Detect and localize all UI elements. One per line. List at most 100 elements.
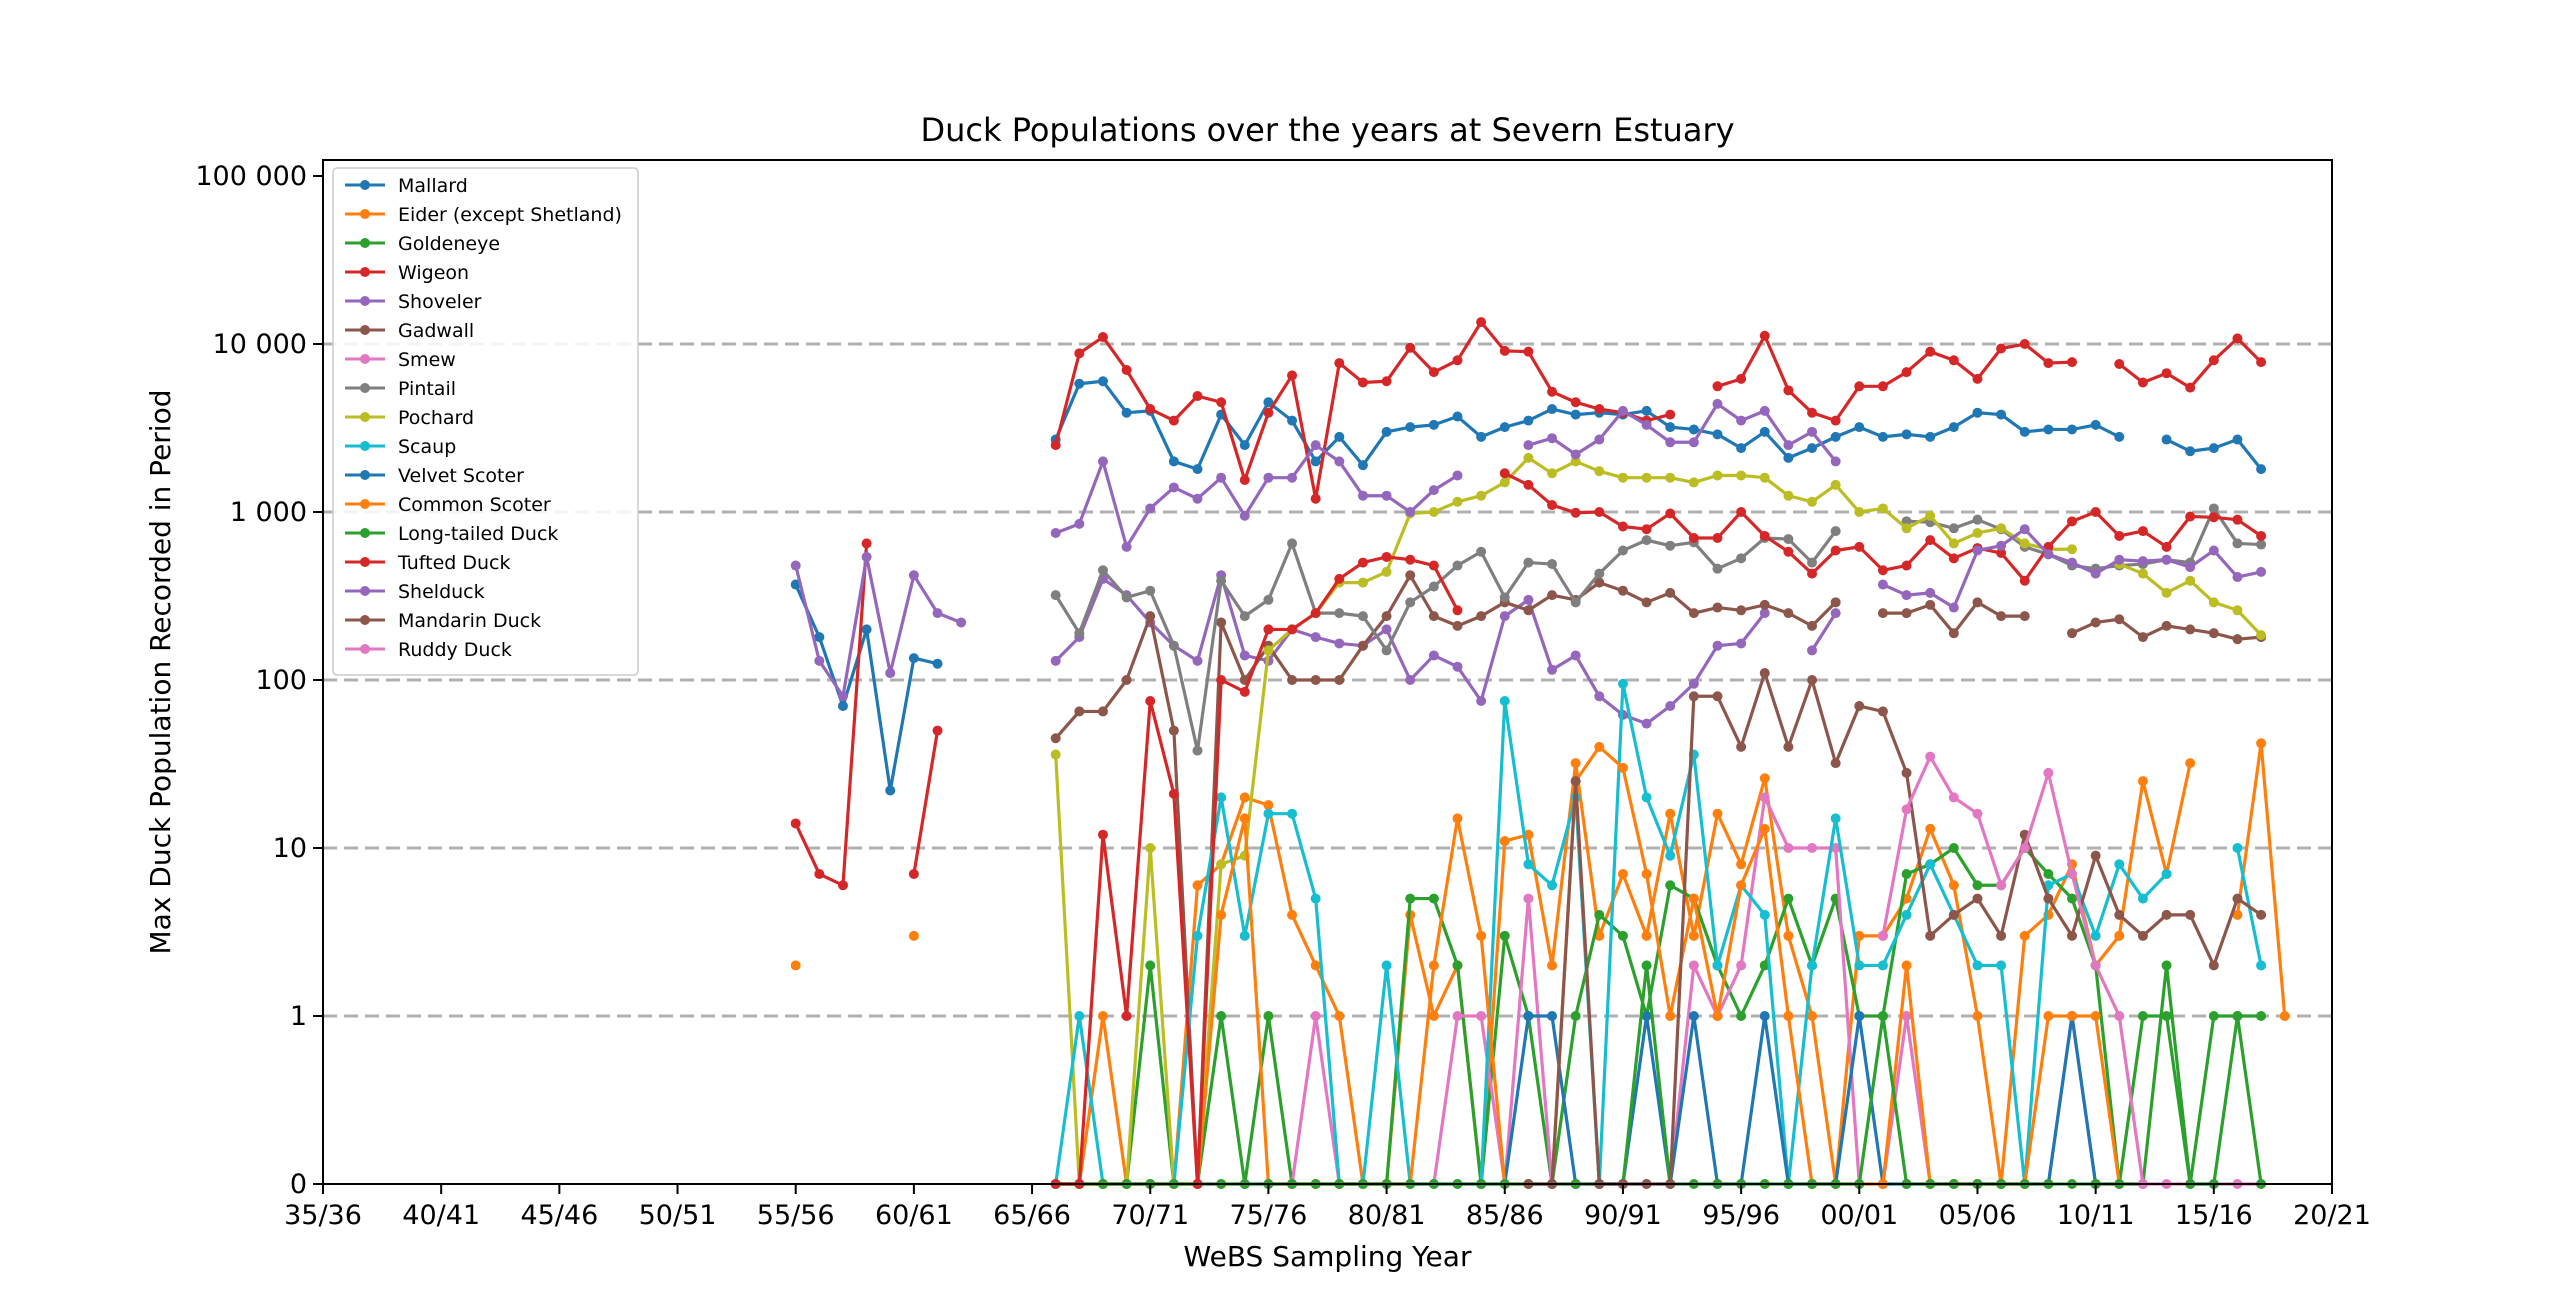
data-point [2185, 575, 2196, 586]
data-point [2161, 869, 2172, 880]
data-point [1121, 1011, 1132, 1021]
data-point [1263, 645, 1274, 656]
data-point [1783, 843, 1794, 853]
data-point [1948, 909, 1959, 920]
data-point [2043, 424, 2054, 435]
data-point [2114, 930, 2125, 941]
axis-ticks: 0 1 10 100 1 000 10 000 100 000 35/36 40/41 45/46… [195, 161, 2371, 1231]
data-point [1594, 507, 1605, 517]
data-point [790, 560, 801, 571]
x-tick-label: 55/56 [757, 1200, 835, 1231]
data-point [1901, 516, 1912, 527]
data-point [1499, 930, 1510, 941]
x-tick-label: 65/66 [993, 1200, 1071, 1231]
data-point [1570, 409, 1581, 420]
data-point [1641, 419, 1652, 430]
data-point [1287, 624, 1298, 635]
data-point [1972, 808, 1983, 819]
data-point [1452, 1011, 1463, 1021]
data-point [1948, 538, 1959, 549]
data-point [790, 818, 801, 829]
data-point [1239, 813, 1250, 824]
data-point [932, 658, 943, 669]
data-point [1665, 587, 1676, 598]
data-point [1357, 611, 1368, 622]
data-point [1050, 440, 1061, 451]
data-point [2232, 514, 2243, 525]
data-point [1334, 608, 1345, 619]
legend-marker [360, 528, 370, 538]
data-point [1807, 407, 1818, 418]
data-point [1287, 472, 1298, 483]
data-point [861, 538, 872, 549]
data-point [2067, 869, 2078, 880]
data-point [1381, 960, 1392, 971]
data-point [1854, 1011, 1865, 1021]
data-point [1877, 608, 1888, 619]
data-point [1452, 960, 1463, 971]
legend-marker [360, 644, 370, 654]
data-point [2114, 359, 2125, 370]
data-point [2232, 843, 2243, 853]
data-point [1192, 655, 1203, 666]
data-point [2043, 1011, 2054, 1021]
data-point [1712, 960, 1723, 971]
data-point [1381, 566, 1392, 577]
data-point [1665, 409, 1676, 420]
data-point [1688, 930, 1699, 941]
data-point [1807, 443, 1818, 454]
data-point [2161, 554, 2172, 565]
x-tick-label: 75/76 [1230, 1200, 1308, 1231]
legend-item: Long-tailed Duck [345, 523, 558, 545]
data-point [1121, 365, 1132, 376]
data-point [1050, 749, 1061, 760]
data-point [1145, 611, 1156, 622]
data-point [1854, 541, 1865, 552]
chart-title: Duck Populations over the years at Sever… [920, 111, 1734, 149]
data-point [1972, 893, 1983, 904]
data-point [1901, 804, 1912, 815]
data-point [2137, 568, 2148, 579]
data-point [1641, 718, 1652, 729]
data-point [1688, 691, 1699, 702]
data-point [1783, 490, 1794, 501]
data-point [1877, 706, 1888, 717]
data-point [1334, 431, 1345, 442]
data-point [2019, 611, 2030, 622]
data-point [1901, 523, 1912, 534]
series-line [912, 730, 940, 875]
data-point [1570, 597, 1581, 608]
data-point [1334, 1011, 1345, 1021]
data-point [1759, 330, 1770, 341]
data-point [1617, 930, 1628, 941]
data-point [1759, 773, 1770, 784]
data-point [1263, 472, 1274, 483]
legend-item: Smew [345, 349, 456, 371]
data-point [1357, 557, 1368, 568]
data-point [1074, 378, 1085, 389]
y-tick-label: 100 000 [195, 161, 307, 192]
data-point [1570, 1011, 1581, 1021]
data-point [837, 691, 848, 702]
data-point [1381, 376, 1392, 387]
series-line [1054, 530, 1837, 753]
series-wigeon [1050, 317, 2267, 504]
data-point [1830, 843, 1841, 853]
data-point [1428, 893, 1439, 904]
data-point [1310, 456, 1321, 467]
data-point [1641, 930, 1652, 941]
data-point [1168, 788, 1179, 799]
legend-marker [360, 499, 370, 509]
legend-marker [360, 267, 370, 277]
x-tick-label: 60/61 [875, 1200, 953, 1231]
data-point [1216, 1011, 1227, 1021]
data-point [1712, 470, 1723, 481]
data-point [1948, 628, 1959, 639]
legend-marker [360, 441, 370, 451]
data-point [1641, 535, 1652, 546]
data-point [2185, 446, 2196, 457]
series-line [794, 555, 962, 698]
data-point [2019, 524, 2030, 535]
data-point [1570, 758, 1581, 769]
data-point [1901, 608, 1912, 619]
